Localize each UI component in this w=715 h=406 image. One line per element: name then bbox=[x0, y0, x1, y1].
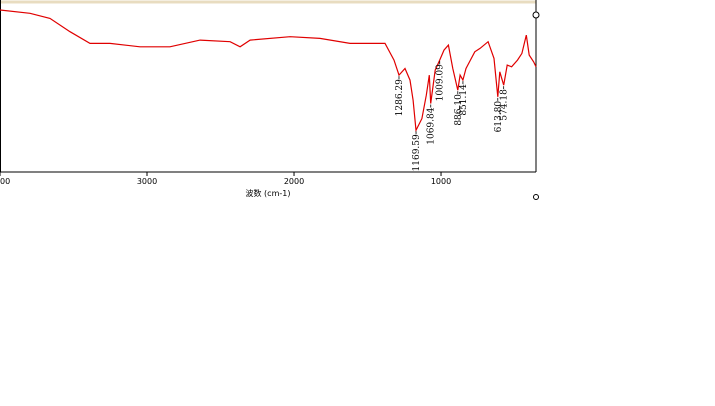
spectrum-line bbox=[0, 9, 537, 133]
peak-label: 1286.29 bbox=[395, 79, 405, 116]
x-tick-label: 1000 bbox=[431, 177, 451, 186]
peak-label: 851.14 bbox=[459, 84, 469, 116]
peak-label: 1069.84 bbox=[427, 107, 437, 144]
peak-label: 1169.59 bbox=[412, 134, 422, 171]
x-tick-label: 2000 bbox=[284, 177, 304, 186]
x-tick-label: 4000 bbox=[0, 177, 10, 186]
peak-label: 574.18 bbox=[500, 89, 510, 121]
peak-label: 613.80 bbox=[494, 101, 504, 133]
x-tick-label: 3000 bbox=[137, 177, 157, 186]
handle[interactable] bbox=[533, 194, 539, 200]
x-axis-label: 波数 (cm-1) bbox=[246, 188, 291, 198]
handle[interactable] bbox=[532, 11, 540, 19]
peak-label: 1009.09 bbox=[436, 64, 446, 101]
peak-label: 886.10 bbox=[454, 94, 464, 126]
